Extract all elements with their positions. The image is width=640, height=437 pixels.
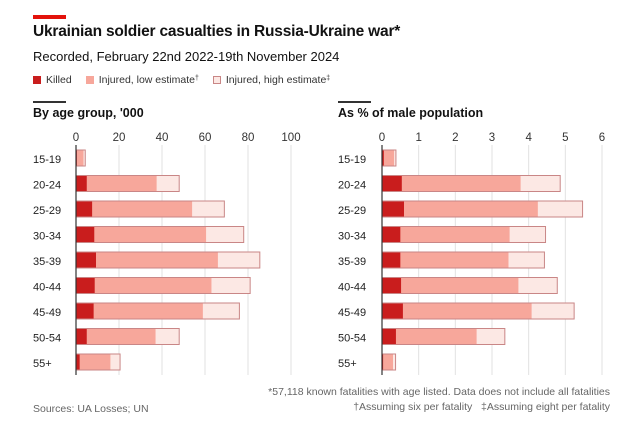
category-label: 55+	[33, 358, 52, 370]
bar-killed	[382, 176, 402, 191]
bar-killed	[76, 278, 95, 293]
x-tick-label: 1	[415, 132, 421, 144]
legend-footnote-mark: ‡	[326, 74, 331, 82]
bar-injured-low	[382, 176, 521, 191]
category-label: 50-54	[338, 333, 366, 345]
source-note: Sources: UA Losses; UN	[33, 403, 149, 415]
legend: Killed Injured, low estimate † Injured, h…	[33, 74, 344, 86]
bar-killed	[382, 252, 401, 268]
bar-injured-low	[76, 329, 156, 344]
legend-swatch-injured-low	[85, 76, 94, 84]
category-label: 45-49	[338, 307, 366, 319]
bar-killed	[76, 227, 95, 242]
category-label: 20-24	[338, 180, 366, 192]
footnote-six-per-fatality: †Assuming six per fatality	[353, 401, 473, 413]
bar-injured-low	[76, 252, 218, 268]
legend-footnote-mark: †	[194, 74, 199, 82]
x-tick-label: 6	[599, 132, 605, 144]
bar-killed	[382, 150, 384, 166]
category-label: 15-19	[338, 154, 366, 166]
bar-injured-low	[76, 201, 193, 217]
legend-label: Injured, low estimate	[98, 74, 195, 86]
legend-label: Injured, high estimate	[225, 74, 327, 86]
chart-male-population: 0 1 2 3 4 5 6 15-19 20-24 25-29 30-34 35-39 40-44 45-…	[338, 132, 605, 375]
chart-title: Ukrainian soldier casualties in Russia-U…	[33, 23, 401, 40]
x-tick-label: 100	[281, 132, 300, 144]
category-label: 25-29	[338, 205, 366, 217]
legend-item-killed: Killed	[33, 74, 72, 86]
chart-subtitle: Recorded, February 22nd 2022-19th Novemb…	[33, 49, 340, 64]
brand-accent-bar	[33, 15, 66, 19]
bar-injured-low	[382, 329, 477, 344]
category-label: 15-19	[33, 154, 61, 166]
bar-injured-low	[382, 354, 393, 370]
panel-rule-right	[338, 101, 371, 103]
x-tick-label: 2	[452, 132, 458, 144]
x-tick-label: 60	[199, 132, 212, 144]
bar-killed	[382, 278, 402, 293]
x-tick-label: 40	[156, 132, 169, 144]
x-tick-label: 5	[562, 132, 568, 144]
bar-injured-low	[382, 278, 519, 293]
footnote-assumptions: †Assuming six per fatality ‡Assuming eig…	[353, 401, 610, 413]
bar-injured-low	[76, 176, 157, 191]
bar-injured-low	[76, 354, 111, 370]
bar-killed	[76, 329, 87, 344]
legend-item-injured-low: Injured, low estimate †	[85, 74, 199, 86]
bar-killed	[382, 303, 403, 319]
bar-injured-low	[382, 150, 395, 166]
bar-killed	[76, 354, 80, 370]
footnote-fatalities: *57,118 known fatalities with age listed…	[268, 386, 610, 398]
panel-title-male-population: As % of male population	[338, 106, 484, 120]
category-label: 55+	[338, 358, 357, 370]
legend-swatch-killed	[33, 76, 41, 84]
footnote-eight-per-fatality: ‡Assuming eight per fatality	[481, 401, 610, 413]
chart-age-group: 0 20 40 60 80 100 15-19 20-24 25-29 30-34 35-39 40-…	[33, 132, 301, 375]
bar-injured-low	[76, 303, 203, 319]
bar-killed	[382, 329, 396, 344]
bar-injured-low	[382, 303, 532, 319]
x-tick-label: 80	[242, 132, 255, 144]
legend-label: Killed	[46, 74, 72, 86]
bar-injured-low	[76, 227, 207, 242]
x-tick-label: 0	[73, 132, 79, 144]
category-label: 40-44	[338, 282, 366, 294]
category-label: 35-39	[338, 256, 366, 268]
category-label: 35-39	[33, 256, 61, 268]
x-tick-label: 0	[379, 132, 385, 144]
bar-injured-low	[76, 278, 212, 293]
bar-killed	[76, 201, 93, 217]
bar-injured-low	[382, 252, 509, 268]
panel-title-age-group: By age group, '000	[33, 106, 144, 120]
bar-injured-low	[76, 150, 84, 166]
x-tick-label: 4	[525, 132, 532, 144]
bar-killed	[382, 227, 401, 242]
category-label: 50-54	[33, 333, 61, 345]
x-tick-label: 20	[113, 132, 126, 144]
bar-killed	[76, 176, 87, 191]
category-label: 40-44	[33, 282, 61, 294]
category-label: 30-34	[33, 231, 61, 243]
legend-swatch-injured-high	[212, 76, 221, 84]
legend-item-injured-high: Injured, high estimate ‡	[212, 74, 331, 86]
panel-rule-left	[33, 101, 66, 103]
category-label: 25-29	[33, 205, 61, 217]
bar-killed	[76, 303, 94, 319]
x-tick-label: 3	[489, 132, 495, 144]
bar-killed	[382, 201, 404, 217]
category-label: 20-24	[33, 180, 61, 192]
bar-injured-low	[382, 227, 510, 242]
bar-injured-low	[382, 201, 538, 217]
category-label: 30-34	[338, 231, 366, 243]
bar-killed	[76, 252, 96, 268]
category-label: 45-49	[33, 307, 61, 319]
